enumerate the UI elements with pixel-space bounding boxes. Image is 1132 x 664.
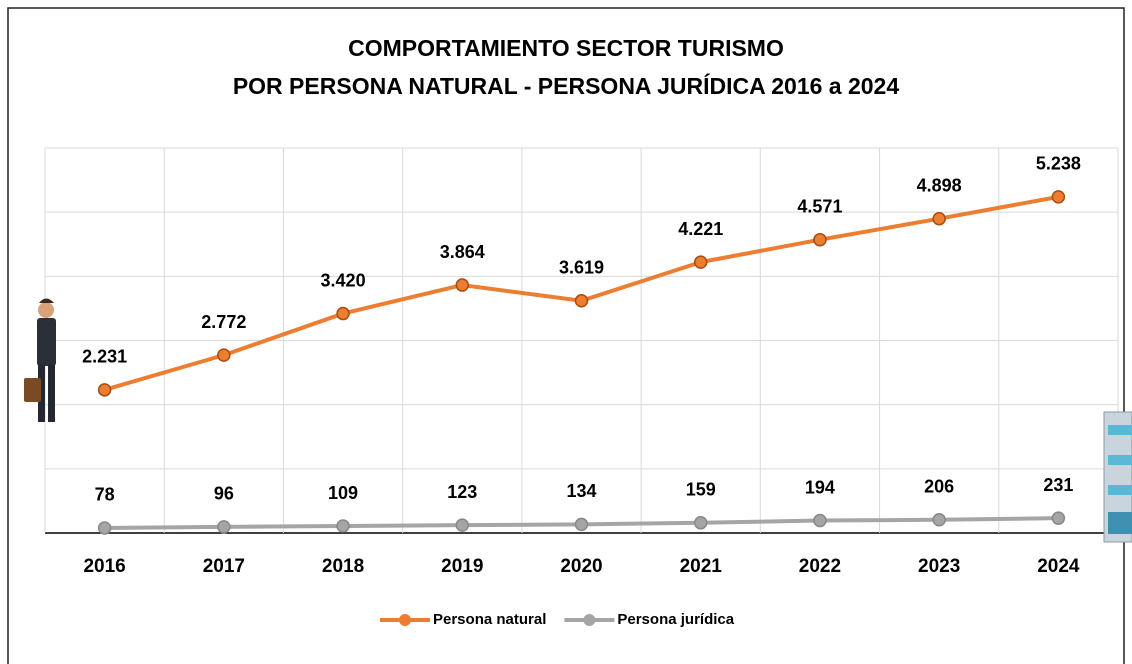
data-label: 3.619 [559,258,604,278]
legend-label: Persona jurídica [617,611,734,628]
data-point [455,278,470,292]
data-label: 159 [686,480,716,500]
data-label: 3.864 [440,242,485,262]
plot-area: 2016 2017 2018 2019 2020 2021 2022 2023 2024 2.23… [44,147,1119,577]
data-point [97,521,112,535]
data-point [217,348,231,362]
data-label: 109 [328,483,358,503]
data-label: 78 [95,485,115,505]
x-tick-label: 2018 [322,556,364,577]
data-label: 96 [214,484,234,504]
data-point [336,519,350,533]
x-tick-label: 2024 [1037,556,1080,577]
data-label: 2.772 [201,312,246,332]
x-tick-label: 2021 [680,556,723,577]
data-label: 231 [1043,475,1073,495]
legend-label: Persona natural [433,611,546,628]
x-tick-label: 2022 [799,556,841,577]
legend-marker [399,614,411,626]
data-point [574,517,589,532]
data-point [217,520,231,534]
building-icon [1103,411,1132,543]
data-point [693,516,708,530]
data-label: 134 [566,481,596,501]
data-point [455,518,470,532]
x-tick-label: 2020 [560,556,602,577]
data-point [813,232,827,247]
data-point [97,383,112,397]
legend: Persona natural Persona jurídica [380,611,735,628]
data-label: 194 [805,477,835,497]
data-point [813,513,827,528]
legend-marker [583,614,596,626]
x-tick-label: 2023 [918,556,960,577]
data-label: 206 [924,477,954,497]
data-point [693,255,708,269]
data-label: 4.898 [917,175,962,195]
data-label: 4.221 [678,219,723,239]
data-point [932,513,946,527]
person-icon [24,298,56,422]
data-label: 5.238 [1036,154,1081,174]
data-point [574,294,589,308]
x-tick-label: 2016 [83,556,125,577]
data-label: 4.571 [797,196,842,216]
data-label: 3.420 [321,270,366,290]
data-point [932,211,946,226]
data-point [1051,511,1066,525]
chart-title: COMPORTAMIENTO SECTOR TURISMO [348,35,784,61]
data-point [336,306,350,321]
x-tick-label: 2019 [441,556,483,577]
chart-frame [7,7,1125,664]
data-label: 123 [447,482,477,502]
data-label: 2.231 [82,347,127,367]
chart-title: POR PERSONA NATURAL - PERSONA JURÍDICA 2… [233,72,900,99]
x-tick-label: 2017 [203,556,245,577]
data-point [1051,190,1066,204]
